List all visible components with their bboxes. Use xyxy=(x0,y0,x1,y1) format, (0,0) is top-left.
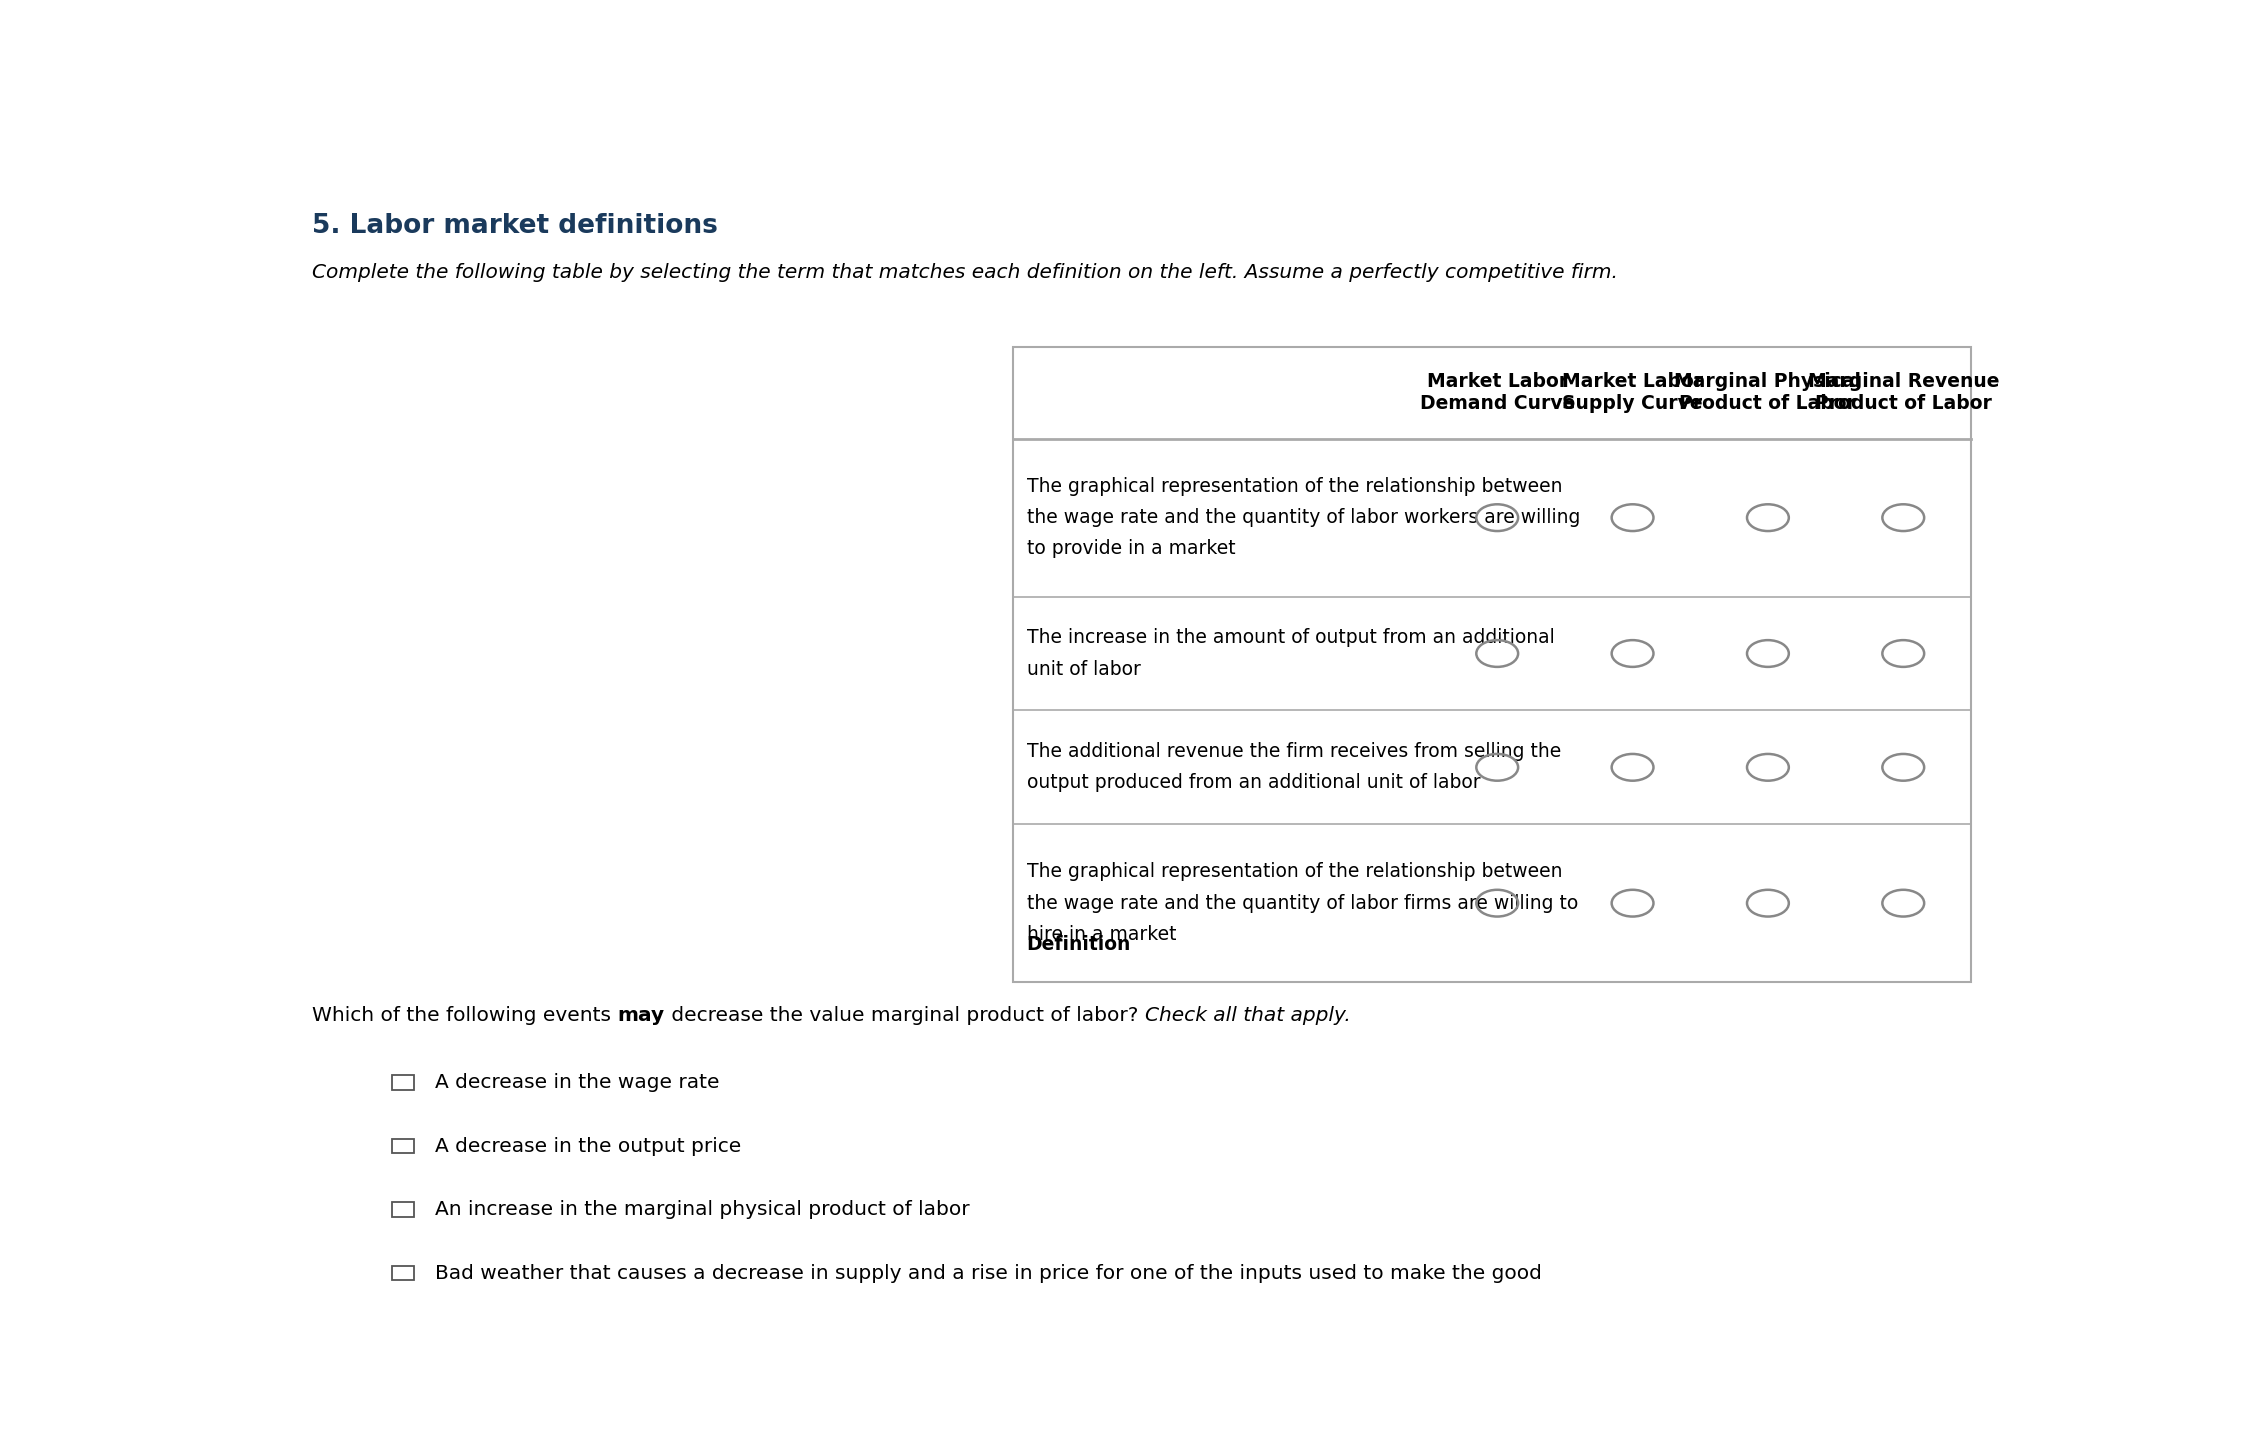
FancyBboxPatch shape xyxy=(1012,346,1971,982)
Text: Which of the following events: Which of the following events xyxy=(312,1006,618,1025)
Text: The graphical representation of the relationship between: The graphical representation of the rela… xyxy=(1027,863,1562,882)
Text: Marginal Physical
Product of Labor: Marginal Physical Product of Labor xyxy=(1675,372,1861,413)
Text: Bad weather that causes a decrease in supply and a rise in price for one of the : Bad weather that causes a decrease in su… xyxy=(436,1264,1542,1283)
Text: The graphical representation of the relationship between: The graphical representation of the rela… xyxy=(1027,476,1562,497)
Text: Marginal Revenue
Product of Labor: Marginal Revenue Product of Labor xyxy=(1807,372,1998,413)
Text: Definition: Definition xyxy=(1027,935,1131,954)
FancyBboxPatch shape xyxy=(391,1138,414,1153)
Text: to provide in a market: to provide in a market xyxy=(1027,540,1236,559)
Text: 5. Labor market definitions: 5. Labor market definitions xyxy=(312,213,717,239)
Text: A decrease in the wage rate: A decrease in the wage rate xyxy=(436,1073,719,1092)
Text: A decrease in the output price: A decrease in the output price xyxy=(436,1137,742,1156)
FancyBboxPatch shape xyxy=(391,1266,414,1280)
Text: unit of labor: unit of labor xyxy=(1027,660,1140,679)
Text: Market Labor
Supply Curve: Market Labor Supply Curve xyxy=(1562,372,1704,413)
Text: output produced from an additional unit of labor: output produced from an additional unit … xyxy=(1027,773,1479,792)
Text: The increase in the amount of output from an additional: The increase in the amount of output fro… xyxy=(1027,628,1553,647)
Text: Check all that apply.: Check all that apply. xyxy=(1144,1006,1351,1025)
Text: decrease the value marginal product of labor?: decrease the value marginal product of l… xyxy=(665,1006,1144,1025)
Text: Complete the following table by selecting the term that matches each definition : Complete the following table by selectin… xyxy=(312,264,1619,282)
FancyBboxPatch shape xyxy=(391,1076,414,1090)
Text: An increase in the marginal physical product of labor: An increase in the marginal physical pro… xyxy=(436,1200,969,1219)
Text: Market Labor
Demand Curve: Market Labor Demand Curve xyxy=(1418,372,1576,413)
FancyBboxPatch shape xyxy=(391,1202,414,1216)
Text: The additional revenue the firm receives from selling the: The additional revenue the firm receives… xyxy=(1027,743,1560,762)
Text: may: may xyxy=(618,1006,665,1025)
Text: the wage rate and the quantity of labor workers are willing: the wage rate and the quantity of labor … xyxy=(1027,508,1580,527)
Text: hire in a market: hire in a market xyxy=(1027,925,1176,944)
Text: the wage rate and the quantity of labor firms are willing to: the wage rate and the quantity of labor … xyxy=(1027,893,1578,912)
